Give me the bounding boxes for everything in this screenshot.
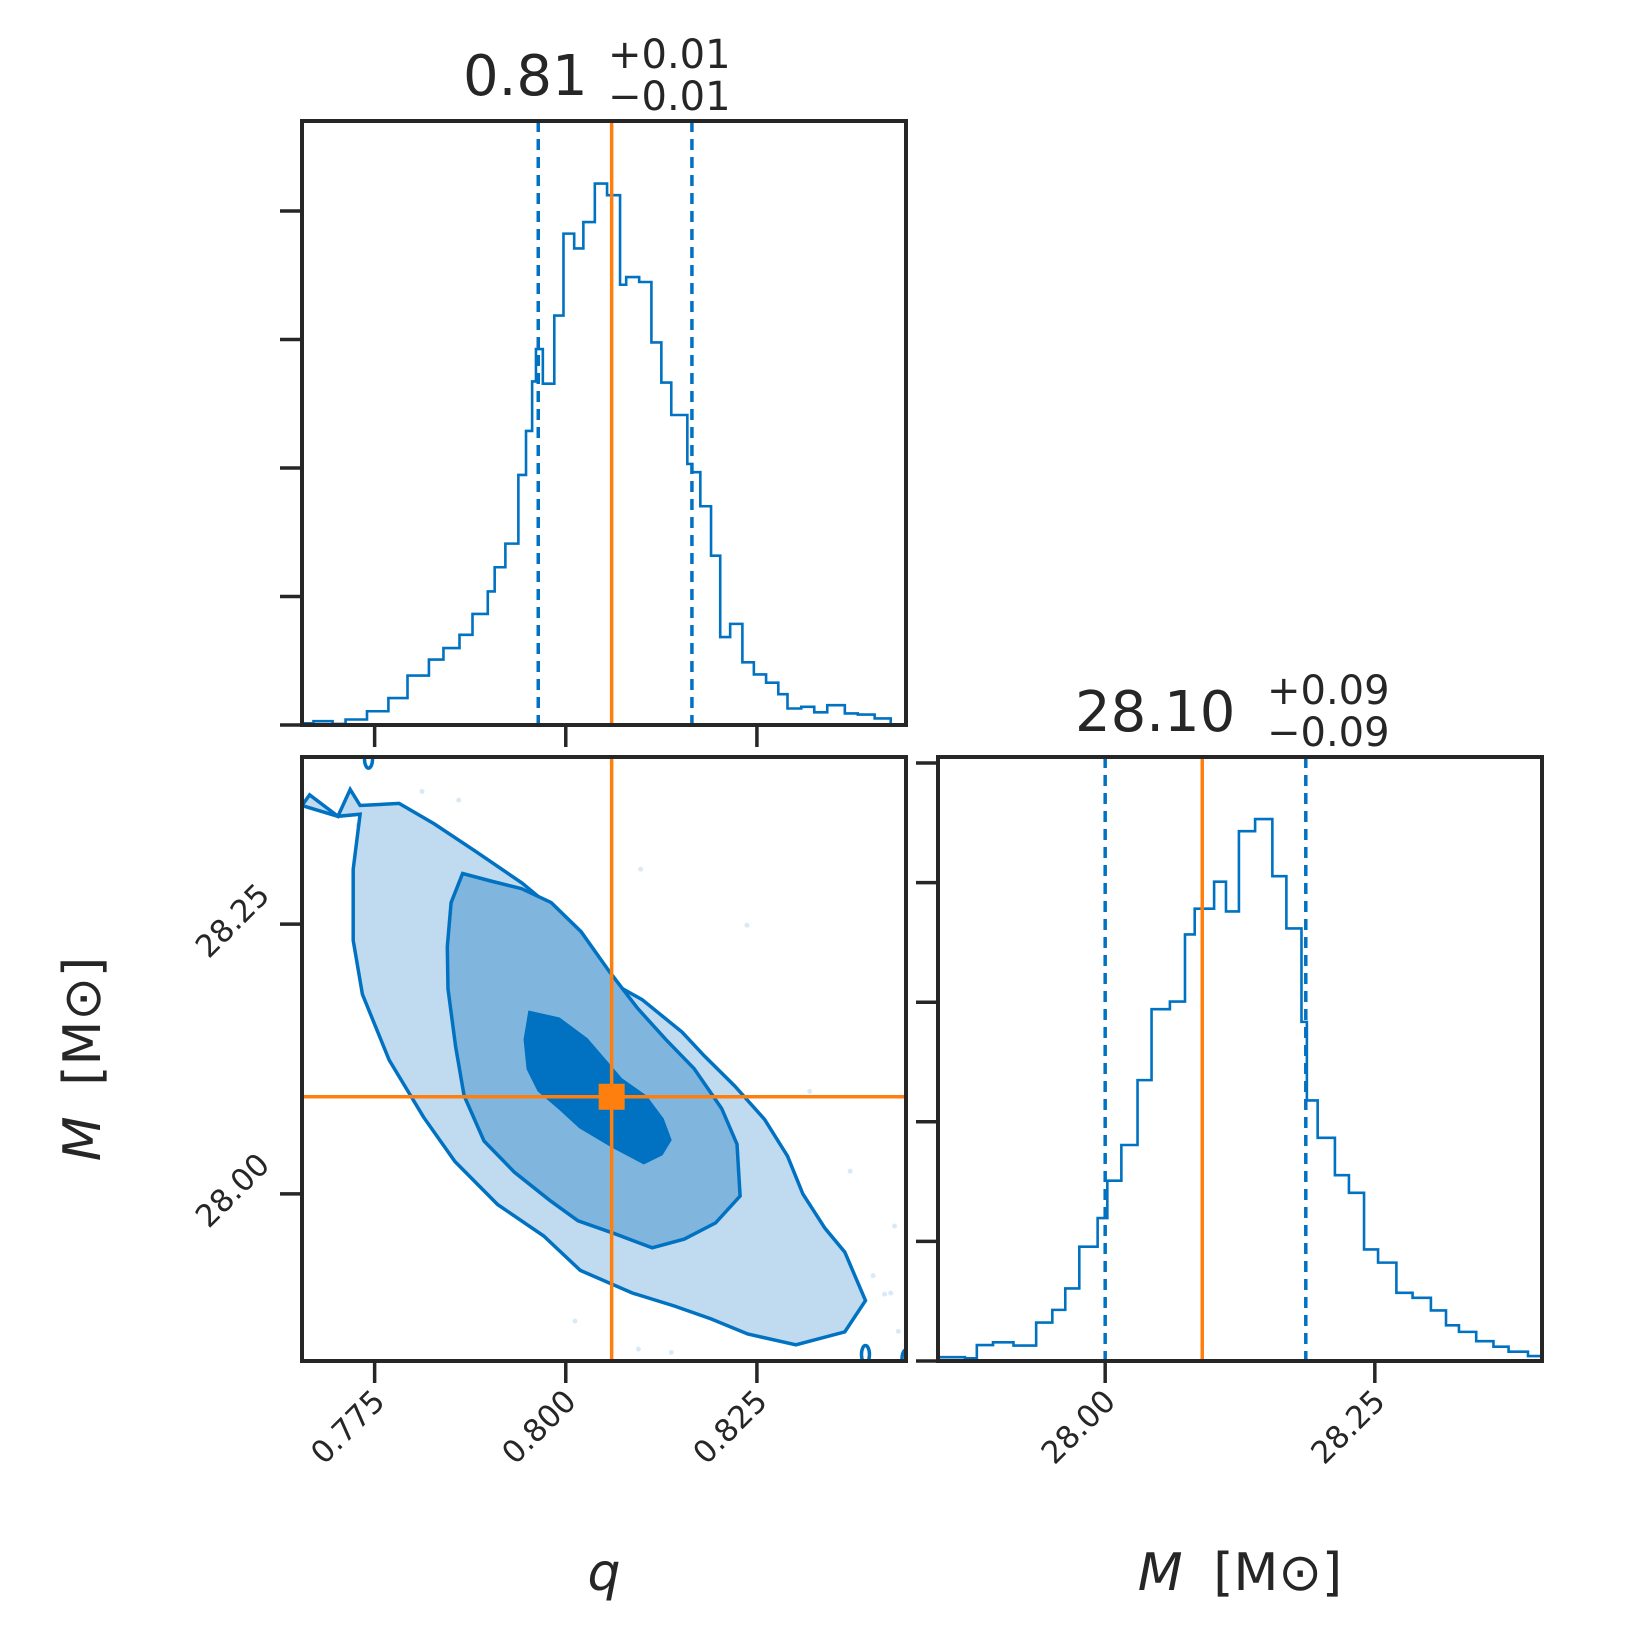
hist-q-x-ticks — [372, 725, 759, 747]
hist-q-step — [302, 182, 906, 725]
outlier-point — [892, 1223, 898, 1229]
contour-level-inner — [523, 1010, 672, 1165]
hist-m-frame — [936, 755, 1544, 1363]
x-tick-label-q: 0.800 — [495, 1383, 583, 1471]
outlier-point — [744, 922, 750, 928]
y-axis-label-unit: [M⊙] — [53, 957, 113, 1086]
outlier-point — [807, 1088, 813, 1094]
outlier-point — [888, 1290, 894, 1296]
hist-q-y-ticks — [280, 209, 302, 727]
hist-q-title-minus: −0.01 — [608, 74, 731, 120]
hist-m-step — [938, 817, 1542, 1361]
hist-m-title-minus: −0.09 — [1267, 710, 1390, 756]
outlier-point — [668, 1349, 674, 1355]
outlier-point — [847, 1168, 853, 1174]
x-axis-label-m-symbol: M — [1138, 1543, 1183, 1603]
joint-frame — [300, 755, 908, 1363]
hist-m-panel: 28.00 28.25 28.10 +0.09 −0.09 M [M⊙] — [916, 668, 1544, 1603]
outlier-point — [635, 1346, 641, 1352]
joint-truth-marker — [598, 1083, 625, 1110]
x-axis-label-m: M [M⊙] — [1138, 1543, 1342, 1603]
hist-q-title: 0.81 — [463, 44, 588, 109]
edge-contour-blob — [362, 757, 375, 770]
edge-contour-blob — [900, 1348, 906, 1361]
x-tick-label-m: 28.00 — [1035, 1383, 1123, 1471]
joint-panel: 0.775 0.800 0.825 28.00 28.25 q M [M⊙] — [53, 755, 908, 1603]
x-axis-label-q: q — [587, 1543, 620, 1603]
outlier-point — [895, 1328, 901, 1334]
hist-m-title: 28.10 — [1075, 680, 1235, 745]
y-tick-label-m: 28.00 — [189, 1147, 277, 1235]
joint-edge-blobs — [362, 757, 906, 1361]
outlier-point — [456, 797, 462, 803]
joint-y-ticks: 28.00 28.25 — [189, 877, 302, 1235]
outlier-point — [870, 1273, 876, 1279]
x-tick-label-q: 0.825 — [686, 1383, 774, 1471]
hist-q-title-value: 0.81 — [463, 44, 588, 109]
outlier-point — [572, 1318, 578, 1324]
x-axis-label-m-unit: [M⊙] — [1213, 1543, 1342, 1603]
outlier-point — [419, 789, 425, 795]
joint-x-ticks: 0.775 0.800 0.825 — [304, 1361, 775, 1471]
hist-m-title-plus: +0.09 — [1267, 668, 1390, 714]
y-tick-label-m: 28.25 — [189, 877, 277, 965]
hist-q-title-plus: +0.01 — [608, 32, 731, 78]
edge-contour-blob — [859, 1343, 872, 1361]
outlier-point — [882, 1291, 888, 1297]
x-tick-label-m: 28.25 — [1304, 1383, 1392, 1471]
y-axis-label-m: M [M⊙] — [53, 957, 113, 1161]
hist-q-panel: 0.81 +0.01 −0.01 — [280, 32, 908, 747]
hist-m-title-value: 28.10 — [1075, 680, 1235, 745]
outlier-point — [638, 866, 644, 872]
x-tick-label-q: 0.775 — [304, 1383, 392, 1471]
hist-m-x-ticks: 28.00 28.25 — [1035, 1361, 1392, 1471]
y-axis-label-symbol: M — [53, 1116, 113, 1161]
hist-m-y-ticks — [916, 761, 938, 1363]
hist-q-frame — [300, 119, 908, 727]
